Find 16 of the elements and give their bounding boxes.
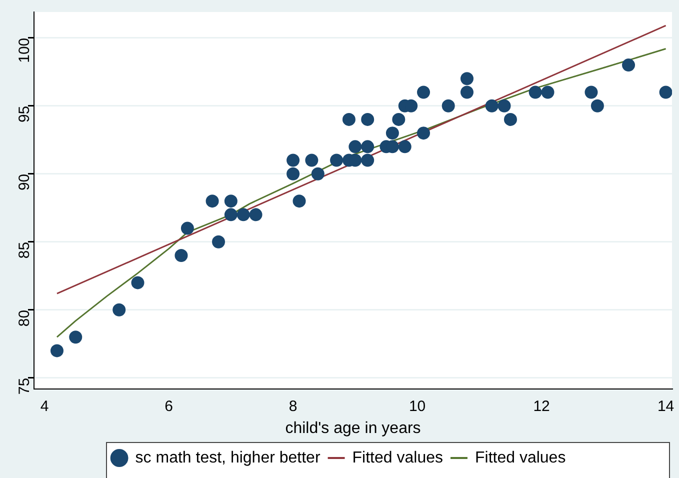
y-tick-label: 80: [16, 310, 34, 327]
y-tick-label: 85: [16, 242, 34, 259]
y-tick-label: 90: [16, 174, 34, 191]
legend-label: sc math test, higher better: [135, 449, 321, 466]
y-tick-label: 100: [16, 38, 34, 63]
x-tick-label: 10: [408, 398, 426, 415]
x-tick-label: 14: [657, 398, 674, 415]
legend-label: Fitted values: [352, 449, 443, 466]
y-tick-label: 75: [16, 378, 34, 395]
x-tick-label: 4: [40, 398, 49, 415]
x-tick-label: 8: [288, 398, 298, 415]
x-axis-title: child's age in years: [285, 420, 421, 437]
y-tick-label: 95: [16, 106, 34, 123]
legend-label: Fitted values: [474, 449, 566, 466]
x-tick-label: 6: [164, 398, 173, 415]
x-tick-label: 12: [533, 398, 550, 415]
